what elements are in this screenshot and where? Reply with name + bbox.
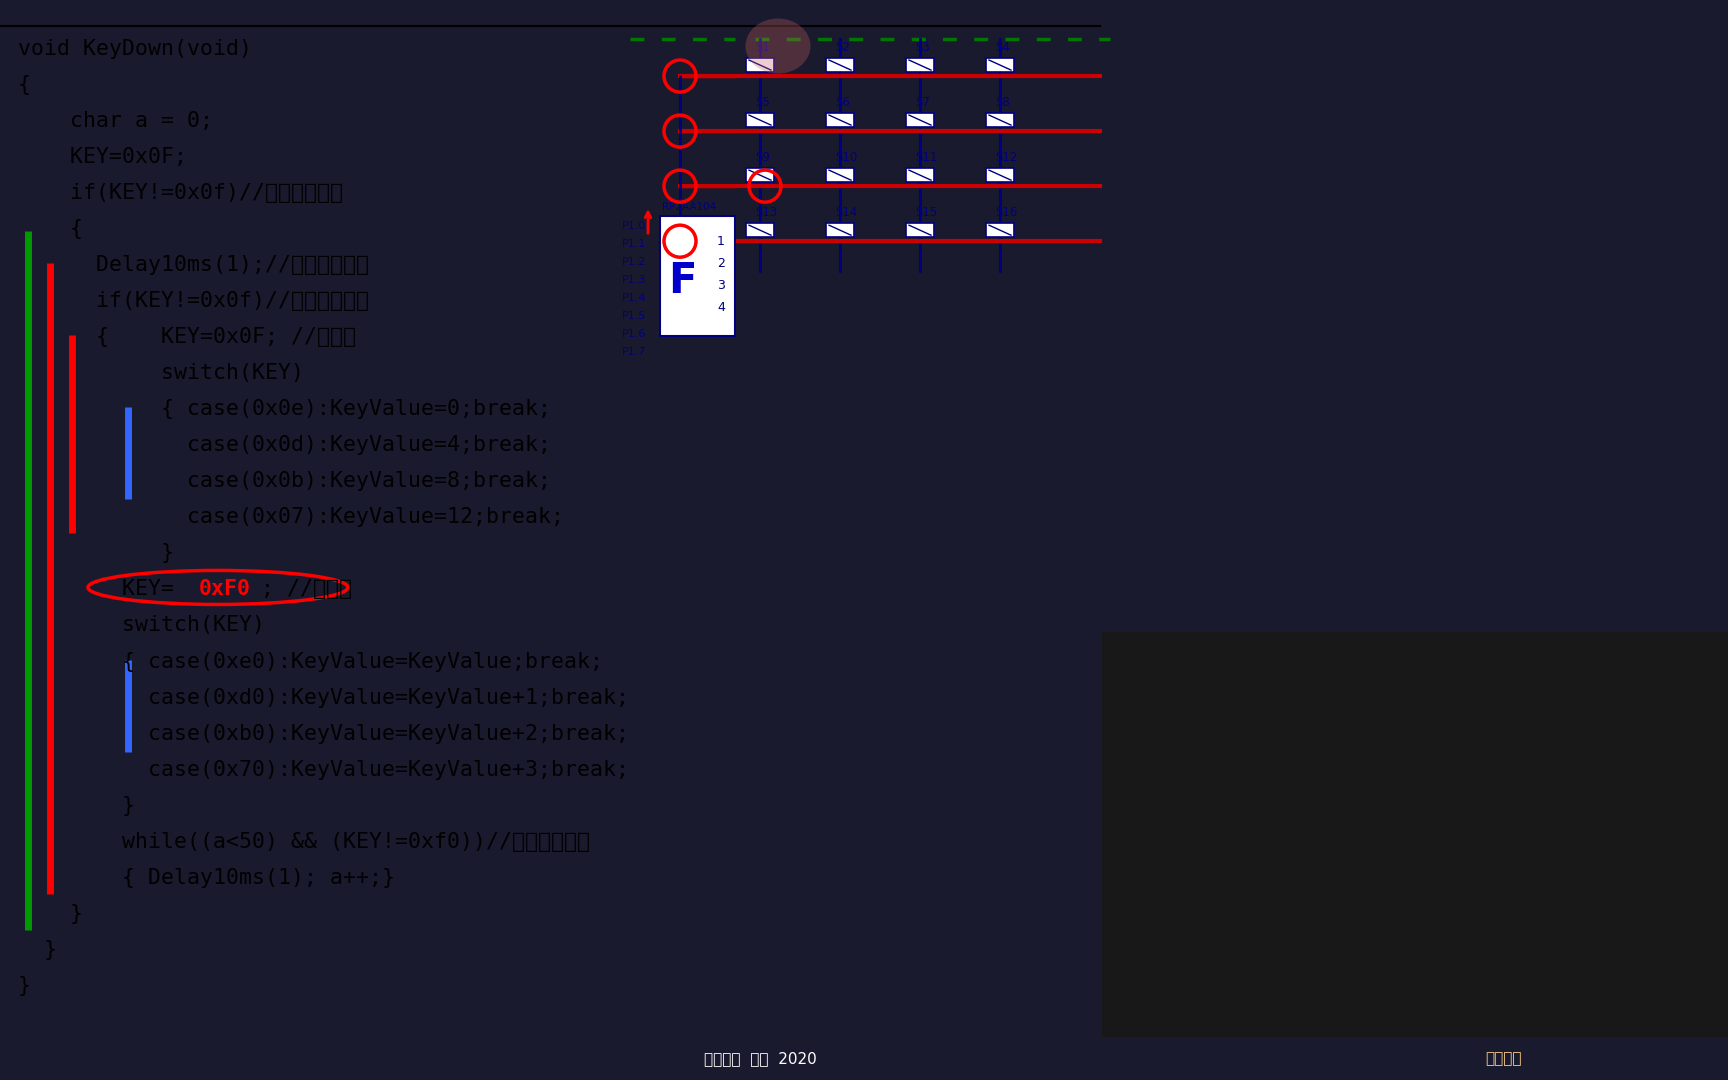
Text: case(0x0d):KeyValue=4;break;: case(0x0d):KeyValue=4;break; [17,435,551,456]
Text: ; //测试行: ; //测试行 [261,580,353,599]
Text: char a = 0;: char a = 0; [17,111,213,131]
Text: {: { [17,76,31,95]
Bar [987,58,1014,72]
Text: P1.1: P1.1 [622,239,646,249]
Bar [987,224,1014,238]
Bar [987,168,1014,183]
Bar [905,168,935,183]
Text: P1.5: P1.5 [622,311,646,321]
Text: 1: 1 [717,234,724,247]
Text: case(0xd0):KeyValue=KeyValue+1;break;: case(0xd0):KeyValue=KeyValue+1;break; [17,688,629,707]
Text: P1.6: P1.6 [622,329,646,339]
Text: { case(0x0e):KeyValue=0;break;: { case(0x0e):KeyValue=0;break; [17,400,551,419]
Text: }: } [17,940,57,960]
Bar [826,224,854,238]
Text: S15: S15 [916,206,937,219]
Bar [905,58,935,72]
Text: {: { [17,219,83,239]
Text: P1.4: P1.4 [622,294,646,303]
Text: RP2AA104: RP2AA104 [662,202,715,212]
Text: switch(KEY): switch(KEY) [17,363,304,383]
Text: case(0x70):KeyValue=KeyValue+3;break;: case(0x70):KeyValue=KeyValue+3;break; [17,759,629,780]
Text: case(0xb0):KeyValue=KeyValue+2;break;: case(0xb0):KeyValue=KeyValue+2;break; [17,724,629,743]
Text: }: } [17,904,83,923]
Text: 3: 3 [717,279,724,292]
Bar [746,58,774,72]
Text: S1: S1 [755,41,771,54]
Text: S5: S5 [755,96,769,109]
Bar [905,113,935,127]
Text: S16: S16 [995,206,1018,219]
Text: S3: S3 [916,41,930,54]
Bar [746,113,774,127]
Bar [826,113,854,127]
Text: S4: S4 [995,41,1009,54]
Text: 湖南大学: 湖南大学 [1484,1051,1522,1066]
Ellipse shape [745,18,810,73]
Bar [987,113,1014,127]
Text: S7: S7 [916,96,930,109]
Bar [826,168,854,183]
Text: F: F [669,260,696,302]
Text: Delay10ms(1);//延时消除抖动: Delay10ms(1);//延时消除抖动 [17,255,370,275]
Text: KEY=0x0F;: KEY=0x0F; [17,147,187,167]
Text: }: } [17,796,135,815]
Text: while((a<50) && (KEY!=0xf0))//检测按键松开: while((a<50) && (KEY!=0xf0))//检测按键松开 [17,832,589,852]
Text: S13: S13 [755,206,778,219]
Text: case(0x0b):KeyValue=8;break;: case(0x0b):KeyValue=8;break; [17,471,551,491]
Text: S6: S6 [835,96,850,109]
Text: { Delay10ms(1); a++;}: { Delay10ms(1); a++;} [17,867,396,888]
Text: case(0x07):KeyValue=12;break;: case(0x07):KeyValue=12;break; [17,508,563,527]
Text: }: } [17,975,31,996]
Text: P1.3: P1.3 [622,275,646,285]
Text: 微机原理  王刚  2020: 微机原理 王刚 2020 [703,1051,817,1066]
Bar [826,58,854,72]
Bar [660,216,734,336]
Text: P1.2: P1.2 [622,257,646,267]
Bar [905,224,935,238]
Text: S10: S10 [835,151,857,164]
Text: S9: S9 [755,151,771,164]
Text: {    KEY=0x0F; //测试列: { KEY=0x0F; //测试列 [17,327,356,348]
Text: void KeyDown(void): void KeyDown(void) [17,39,252,59]
Bar [746,168,774,183]
Text: if(KEY!=0x0f)//按键是否按下: if(KEY!=0x0f)//按键是否按下 [17,184,342,203]
Text: S12: S12 [995,151,1018,164]
Text: 0xF0: 0xF0 [199,580,251,599]
Text: P1.0: P1.0 [622,221,646,231]
Text: S8: S8 [995,96,1009,109]
Text: }: } [17,543,175,564]
Text: S11: S11 [916,151,937,164]
Text: S2: S2 [835,41,850,54]
Text: S14: S14 [835,206,857,219]
Text: { case(0xe0):KeyValue=KeyValue;break;: { case(0xe0):KeyValue=KeyValue;break; [17,651,603,672]
Text: 2: 2 [717,257,724,270]
Text: if(KEY!=0x0f)//按键是否按下: if(KEY!=0x0f)//按键是否按下 [17,292,370,311]
Bar [746,224,774,238]
Text: switch(KEY): switch(KEY) [17,616,264,635]
Text: 4: 4 [717,300,724,313]
Text: KEY=: KEY= [17,580,175,599]
Text: P1.7: P1.7 [622,348,646,357]
